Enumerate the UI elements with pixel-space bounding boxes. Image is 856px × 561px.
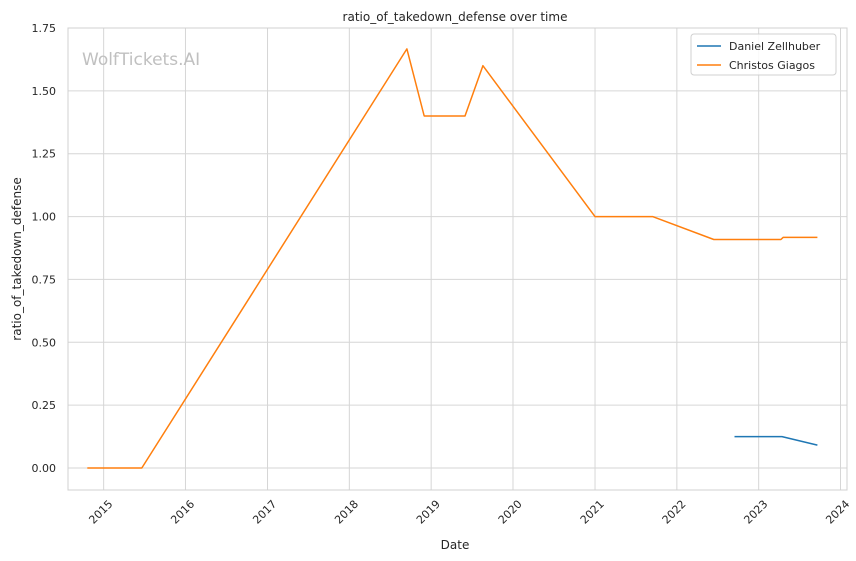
y-tick-label: 0.75 [32, 273, 57, 286]
legend: Daniel Zellhuber Christos Giagos [690, 33, 837, 76]
x-tick-label: 2019 [414, 498, 443, 527]
y-tick-label: 1.00 [32, 211, 57, 224]
grid [68, 27, 847, 490]
y-tick-label: 0.25 [32, 399, 57, 412]
x-tick-label: 2017 [250, 498, 279, 527]
series-lines [87, 48, 818, 469]
y-tick-label: 1.50 [32, 85, 57, 98]
plot-frame [67, 27, 848, 491]
y-tick-labels: 0.00 0.25 0.50 0.75 1.00 1.25 1.50 1.75 [32, 22, 57, 475]
x-tick-label: 2023 [741, 498, 770, 527]
chart-title: ratio_of_takedown_defense over time [343, 10, 568, 24]
y-tick-label: 1.25 [32, 148, 57, 161]
legend-label-daniel-zellhuber: Daniel Zellhuber [729, 40, 821, 53]
x-tick-label: 2015 [86, 498, 115, 527]
x-tick-label: 2024 [823, 498, 852, 527]
series-line-christos-giagos [87, 48, 818, 469]
y-tick-label: 1.75 [32, 22, 57, 35]
x-tick-label: 2022 [660, 498, 689, 527]
x-tick-labels: 2015 2016 2017 2018 2019 2020 2021 2022 2023 2024 [86, 498, 852, 527]
y-tick-label: 0.00 [32, 462, 57, 475]
y-axis-title: ratio_of_takedown_defense [10, 177, 24, 340]
y-tick-label: 0.50 [32, 336, 57, 349]
x-tick-label: 2021 [578, 498, 607, 527]
legend-box [690, 33, 837, 76]
watermark: WolfTickets.AI [82, 50, 200, 70]
x-tick-label: 2020 [496, 498, 525, 527]
legend-label-christos-giagos: Christos Giagos [729, 59, 815, 72]
x-tick-label: 2018 [332, 498, 361, 527]
series-line-daniel-zellhuber [734, 435, 818, 446]
x-axis-title: Date [441, 538, 470, 552]
x-tick-label: 2016 [168, 498, 197, 527]
